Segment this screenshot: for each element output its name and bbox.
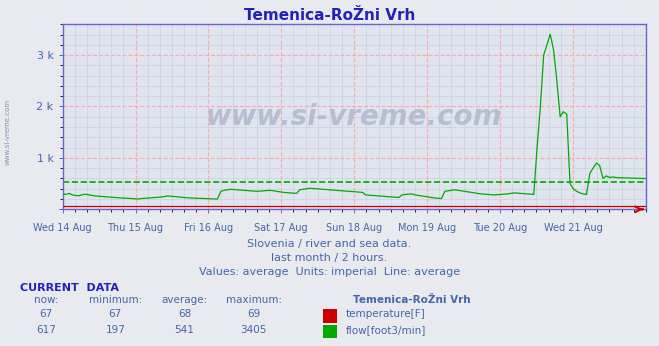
Text: 3405: 3405 bbox=[241, 325, 267, 335]
Text: Fri 16 Aug: Fri 16 Aug bbox=[184, 223, 233, 233]
Text: now:: now: bbox=[34, 295, 59, 305]
Text: average:: average: bbox=[161, 295, 208, 305]
Text: temperature[F]: temperature[F] bbox=[346, 309, 426, 319]
Text: Sun 18 Aug: Sun 18 Aug bbox=[326, 223, 382, 233]
Text: Slovenia / river and sea data.: Slovenia / river and sea data. bbox=[247, 239, 412, 249]
Text: Temenica-RoŽni Vrh: Temenica-RoŽni Vrh bbox=[353, 295, 470, 305]
Text: Mon 19 Aug: Mon 19 Aug bbox=[398, 223, 456, 233]
Text: Thu 15 Aug: Thu 15 Aug bbox=[107, 223, 163, 233]
Text: CURRENT  DATA: CURRENT DATA bbox=[20, 283, 119, 293]
Text: 67: 67 bbox=[40, 309, 53, 319]
Text: 541: 541 bbox=[175, 325, 194, 335]
Text: Values: average  Units: imperial  Line: average: Values: average Units: imperial Line: av… bbox=[199, 267, 460, 276]
Text: Wed 14 Aug: Wed 14 Aug bbox=[34, 223, 92, 233]
Text: 67: 67 bbox=[109, 309, 122, 319]
Text: flow[foot3/min]: flow[foot3/min] bbox=[346, 325, 426, 335]
Text: 197: 197 bbox=[105, 325, 125, 335]
Text: 68: 68 bbox=[178, 309, 191, 319]
Text: 69: 69 bbox=[247, 309, 260, 319]
Text: www.si-vreme.com: www.si-vreme.com bbox=[206, 103, 502, 131]
Text: www.si-vreme.com: www.si-vreme.com bbox=[5, 98, 11, 165]
Text: maximum:: maximum: bbox=[225, 295, 282, 305]
Text: Temenica-RoŽni Vrh: Temenica-RoŽni Vrh bbox=[244, 8, 415, 23]
Text: 617: 617 bbox=[36, 325, 56, 335]
Text: Tue 20 Aug: Tue 20 Aug bbox=[473, 223, 527, 233]
Text: Sat 17 Aug: Sat 17 Aug bbox=[254, 223, 308, 233]
Text: Wed 21 Aug: Wed 21 Aug bbox=[544, 223, 602, 233]
Text: last month / 2 hours.: last month / 2 hours. bbox=[272, 253, 387, 263]
Text: minimum:: minimum: bbox=[89, 295, 142, 305]
